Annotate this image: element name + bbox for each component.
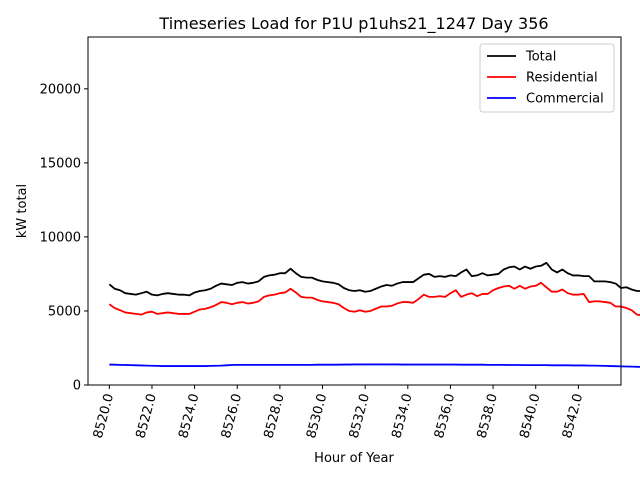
y-axis-label: kW total — [15, 184, 30, 238]
plot-area-frame — [87, 36, 622, 386]
series-line-total — [108, 261, 640, 297]
legend: Total Residential Commercial — [479, 43, 615, 113]
legend-label-residential: Residential — [526, 71, 598, 86]
y-tick-label: 15000 — [40, 156, 81, 171]
y-tick-label: 5000 — [48, 304, 81, 319]
legend-label-commercial: Commercial — [526, 92, 604, 107]
legend-box — [479, 43, 615, 113]
series-line-commercial — [109, 363, 640, 368]
x-axis-label: Hour of Year — [314, 451, 394, 466]
series-line-residential — [108, 281, 640, 316]
series-layer — [108, 261, 640, 368]
y-tick-label: 20000 — [40, 82, 81, 97]
legend-label-total: Total — [525, 50, 556, 65]
y-axis-ticks: 0 5000 10000 15000 20000 — [40, 82, 88, 394]
y-tick-label: 10000 — [40, 230, 81, 245]
chart-title: Timeseries Load for P1U p1uhs21_1247 Day… — [158, 14, 548, 34]
y-tick-label: 0 — [73, 379, 81, 394]
